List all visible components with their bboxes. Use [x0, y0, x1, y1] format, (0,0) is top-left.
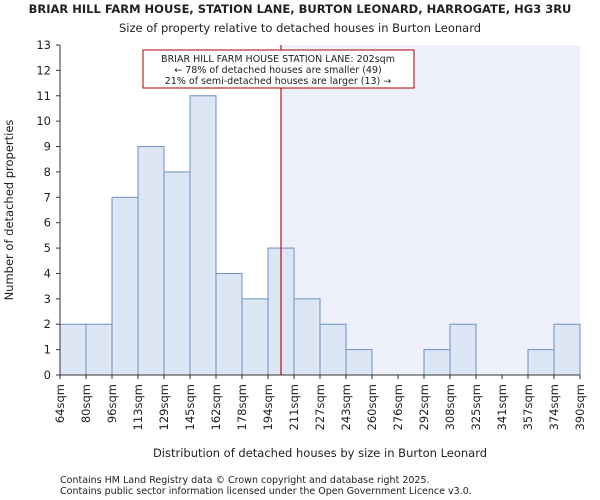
x-tick-label: 178sqm — [235, 384, 249, 430]
x-tick-label: 227sqm — [313, 384, 327, 430]
x-tick-label: 292sqm — [417, 384, 431, 430]
x-tick-label: 113sqm — [131, 384, 145, 430]
y-tick-label: 11 — [36, 89, 51, 103]
y-tick-label: 9 — [44, 140, 51, 154]
y-tick-label: 1 — [44, 343, 51, 357]
bar-357sqm — [527, 349, 555, 376]
bar-162sqm — [215, 272, 243, 376]
y-axis-label: Number of detached properties — [2, 120, 16, 301]
x-tick-label: 276sqm — [391, 384, 405, 430]
x-tick-label: 260sqm — [365, 384, 379, 430]
x-axis-label: Distribution of detached houses by size … — [153, 446, 487, 460]
x-tick-label: 374sqm — [547, 384, 561, 430]
x-tick-label: 211sqm — [287, 384, 301, 430]
y-tick-label: 8 — [44, 165, 51, 179]
bar-211sqm — [293, 298, 321, 376]
footer-line-2: Contains public sector information licen… — [60, 486, 472, 497]
bar-308sqm — [449, 323, 477, 376]
x-tick-label: 80sqm — [79, 384, 93, 423]
y-tick-label: 7 — [44, 190, 51, 204]
x-tick-label: 96sqm — [105, 384, 119, 423]
bar-227sqm — [319, 323, 347, 376]
x-tick-label: 64sqm — [53, 384, 67, 423]
x-tick-label: 129sqm — [157, 384, 171, 430]
y-tick-label: 0 — [44, 368, 51, 382]
annotation-line-3: 21% of semi-detached houses are larger (… — [165, 76, 392, 87]
larger-properties-region — [281, 45, 580, 375]
bars — [59, 95, 581, 376]
x-tick-label: 194sqm — [261, 384, 275, 430]
x-tick-label: 357sqm — [521, 384, 535, 430]
y-tick-label: 10 — [36, 114, 51, 128]
x-tick-label: 145sqm — [183, 384, 197, 430]
bar-374sqm — [553, 323, 581, 376]
bar-64sqm — [59, 323, 87, 376]
y-tick-label: 12 — [36, 63, 51, 77]
bar-113sqm — [137, 146, 165, 376]
chart-subtitle: Size of property relative to detached ho… — [119, 21, 481, 35]
x-tick-label: 308sqm — [443, 384, 457, 430]
x-tick-label: 325sqm — [469, 384, 483, 430]
x-tick-label: 243sqm — [339, 384, 353, 430]
y-tick-label: 3 — [44, 292, 51, 306]
y-tick-label: 13 — [36, 38, 51, 52]
x-ticks: 64sqm 80sqm 96sqm 113sqm 129sqm 145sqm 162sqm 1… — [53, 375, 587, 430]
y-tick-label: 5 — [44, 241, 51, 255]
bar-243sqm — [345, 349, 373, 376]
x-tick-label: 162sqm — [209, 384, 223, 430]
annotation-border — [142, 49, 415, 89]
x-tick-label: 390sqm — [573, 384, 587, 430]
y-tick-label: 4 — [44, 266, 51, 280]
bar-129sqm — [163, 171, 191, 376]
bar-178sqm — [241, 298, 269, 376]
annotation-box: BRIAR HILL FARM HOUSE STATION LANE: 202s… — [142, 49, 415, 89]
annotation-line-2: ← 78% of detached houses are smaller (49… — [174, 65, 381, 76]
y-tick-label: 6 — [44, 216, 51, 230]
annotation-line-1: BRIAR HILL FARM HOUSE STATION LANE: 202s… — [161, 54, 395, 65]
bar-80sqm — [85, 323, 113, 376]
bar-145sqm — [189, 95, 217, 376]
y-tick-label: 2 — [44, 317, 51, 331]
footer-line-1: Contains HM Land Registry data © Crown c… — [60, 475, 430, 486]
bar-96sqm — [111, 196, 139, 376]
chart-title: BRIAR HILL FARM HOUSE, STATION LANE, BUR… — [29, 2, 572, 16]
bar-292sqm — [423, 349, 451, 376]
x-tick-label: 341sqm — [495, 384, 509, 430]
